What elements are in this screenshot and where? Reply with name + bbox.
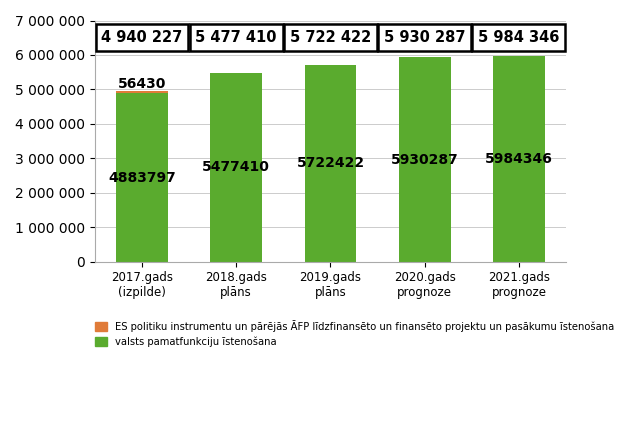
Text: 5 984 346: 5 984 346 [478,30,560,45]
Text: 5930287: 5930287 [391,153,459,166]
Bar [116,91,168,94]
Bar [210,73,262,262]
Text: 4883797: 4883797 [108,171,176,184]
Bar [399,57,451,262]
Text: 5477410: 5477410 [202,160,270,174]
Text: 5722422: 5722422 [296,156,365,170]
Text: 5 930 287: 5 930 287 [384,30,466,45]
Bar [116,94,168,262]
Legend: ES politiku instrumentu un pārējās ĀFP līdzfinansēto un finansēto projektu un pa: ES politiku instrumentu un pārējās ĀFP l… [95,320,614,347]
Text: 5984346: 5984346 [485,151,553,166]
Text: 4 940 227: 4 940 227 [101,30,183,45]
Text: 5 722 422: 5 722 422 [290,30,371,45]
Bar [493,55,545,262]
Text: 5 477 410: 5 477 410 [195,30,277,45]
Text: 56430: 56430 [118,77,166,91]
Bar [304,64,356,262]
